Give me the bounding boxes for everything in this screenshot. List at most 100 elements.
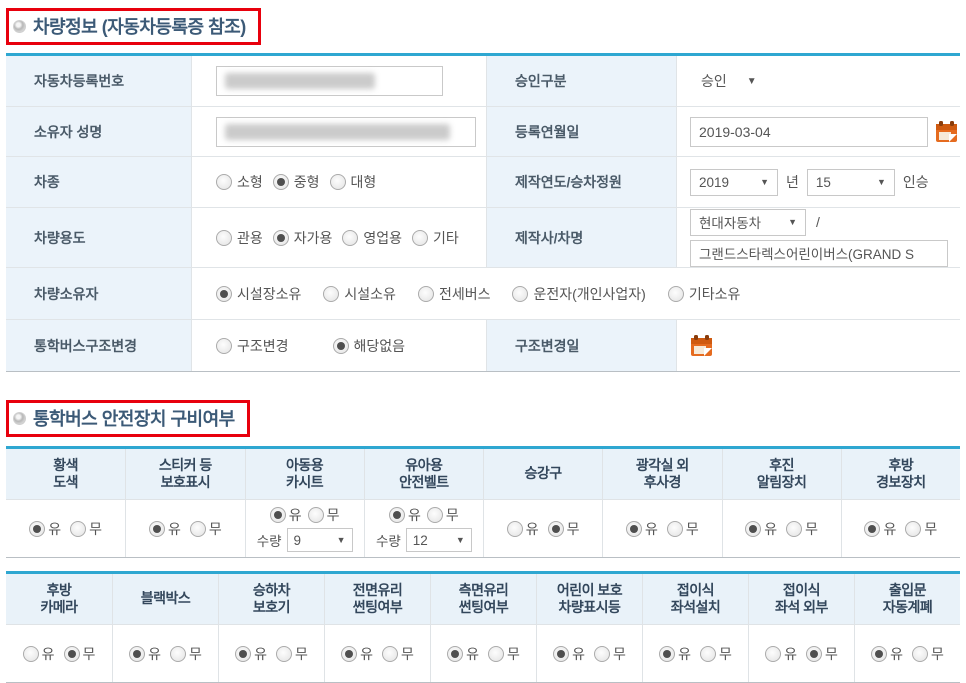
radio-icon[interactable] (447, 645, 464, 662)
radio-option-commercial[interactable]: 영업용 (342, 228, 402, 248)
radio-icon[interactable] (272, 229, 289, 246)
radio-icon[interactable] (666, 520, 683, 537)
no-radio-option[interactable]: 무 (594, 644, 626, 664)
radio-icon[interactable] (341, 645, 358, 662)
owner-name-input[interactable] (216, 116, 476, 147)
no-radio-option[interactable]: 무 (806, 644, 838, 664)
radio-icon[interactable] (329, 174, 346, 190)
radio-option-official[interactable]: 관용 (216, 228, 263, 248)
no-radio-option[interactable]: 무 (488, 644, 520, 664)
yes-radio-option[interactable]: 유 (625, 519, 658, 539)
no-radio-option[interactable]: 무 (547, 519, 580, 539)
no-radio-option[interactable]: 무 (307, 505, 340, 525)
no-radio-option[interactable]: 무 (382, 644, 414, 664)
radio-icon[interactable] (512, 285, 529, 302)
radio-icon[interactable] (22, 645, 39, 662)
radio-icon[interactable] (786, 520, 803, 537)
radio-icon[interactable] (426, 507, 443, 523)
radio-icon[interactable] (506, 520, 523, 537)
no-radio-option[interactable]: 무 (786, 519, 818, 539)
yes-radio-option[interactable]: 유 (871, 644, 903, 664)
no-radio-option[interactable]: 무 (276, 644, 308, 664)
radio-option-driver[interactable]: 운전자(개인사업자) (512, 284, 646, 304)
yes-radio-option[interactable]: 유 (22, 644, 55, 664)
no-radio-option[interactable]: 무 (905, 519, 937, 539)
radio-icon[interactable] (189, 520, 206, 537)
radio-icon[interactable] (307, 507, 324, 523)
reg-number-input[interactable] (216, 66, 443, 96)
radio-icon[interactable] (216, 174, 232, 190)
yes-radio-option[interactable]: 유 (765, 644, 797, 664)
no-radio-option[interactable]: 무 (666, 519, 699, 539)
radio-option-remodeled[interactable]: 구조변경 (216, 336, 289, 356)
model-name-input[interactable]: 그랜드스타렉스어린이버스(GRAND S (690, 239, 948, 267)
radio-icon[interactable] (417, 285, 434, 302)
radio-option-not-applicable[interactable]: 해당없음 (332, 336, 405, 356)
radio-icon[interactable] (625, 520, 642, 537)
no-radio-option[interactable]: 무 (189, 519, 222, 539)
no-radio-option[interactable]: 무 (63, 644, 95, 664)
yes-radio-option[interactable]: 유 (29, 519, 61, 539)
radio-icon[interactable] (216, 285, 232, 302)
radio-icon[interactable] (332, 337, 349, 354)
calendar-icon[interactable] (690, 334, 713, 357)
radio-icon[interactable] (170, 645, 186, 662)
qty-select[interactable]: 9 ▼ (286, 528, 353, 552)
no-radio-option[interactable]: 무 (700, 644, 732, 664)
qty-select[interactable]: 12 ▼ (405, 528, 472, 552)
yes-radio-option[interactable]: 유 (269, 505, 302, 525)
radio-icon[interactable] (216, 229, 232, 246)
yes-radio-option[interactable]: 유 (148, 519, 181, 539)
yes-radio-option[interactable]: 유 (129, 644, 161, 664)
radio-icon[interactable] (488, 645, 504, 662)
yes-radio-option[interactable]: 유 (745, 519, 777, 539)
radio-option-charter-bus[interactable]: 전세버스 (417, 284, 490, 304)
yes-radio-option[interactable]: 유 (388, 505, 421, 525)
yes-radio-option[interactable]: 유 (864, 519, 896, 539)
yes-radio-option[interactable]: 유 (447, 644, 479, 664)
radio-icon[interactable] (547, 520, 564, 537)
no-radio-option[interactable]: 무 (70, 519, 102, 539)
no-radio-option[interactable]: 무 (170, 644, 202, 664)
radio-icon[interactable] (342, 229, 359, 246)
radio-icon[interactable] (412, 229, 429, 246)
no-radio-option[interactable]: 무 (426, 505, 459, 525)
radio-icon[interactable] (276, 645, 292, 662)
yes-radio-option[interactable]: 유 (553, 644, 585, 664)
radio-icon[interactable] (323, 285, 340, 302)
radio-icon[interactable] (269, 507, 286, 523)
radio-icon[interactable] (129, 645, 146, 662)
radio-icon[interactable] (864, 520, 881, 537)
approval-select[interactable]: 승인 ▼ (701, 71, 757, 91)
maker-select[interactable]: 현대자동차 ▼ (690, 208, 806, 236)
radio-option-facility[interactable]: 시설소유 (323, 284, 396, 304)
radio-icon[interactable] (667, 285, 684, 302)
radio-option-facility-head[interactable]: 시설장소유 (216, 284, 301, 304)
yes-radio-option[interactable]: 유 (341, 644, 373, 664)
yes-radio-option[interactable]: 유 (659, 644, 691, 664)
radio-icon[interactable] (29, 520, 46, 537)
year-select[interactable]: 2019 ▼ (690, 168, 778, 196)
radio-icon[interactable] (659, 645, 676, 662)
radio-icon[interactable] (912, 645, 928, 662)
radio-option-other[interactable]: 기타 (412, 228, 459, 248)
radio-option-medium[interactable]: 중형 (272, 172, 320, 192)
radio-icon[interactable] (765, 645, 782, 662)
radio-icon[interactable] (905, 520, 922, 537)
radio-icon[interactable] (871, 645, 888, 662)
radio-icon[interactable] (553, 645, 570, 662)
radio-option-small[interactable]: 소형 (216, 172, 263, 192)
capacity-select[interactable]: 15 ▼ (806, 168, 895, 196)
no-radio-option[interactable]: 무 (912, 644, 944, 664)
radio-icon[interactable] (235, 645, 252, 662)
reg-date-input[interactable]: 2019-03-04 (690, 116, 928, 147)
yes-radio-option[interactable]: 유 (235, 644, 267, 664)
radio-icon[interactable] (272, 174, 289, 190)
radio-icon[interactable] (148, 520, 165, 537)
radio-icon[interactable] (806, 645, 822, 662)
radio-icon[interactable] (594, 645, 610, 662)
calendar-icon[interactable] (935, 120, 958, 143)
radio-option-other-owner[interactable]: 기타소유 (667, 284, 740, 304)
radio-icon[interactable] (388, 507, 405, 523)
radio-icon[interactable] (700, 645, 716, 662)
